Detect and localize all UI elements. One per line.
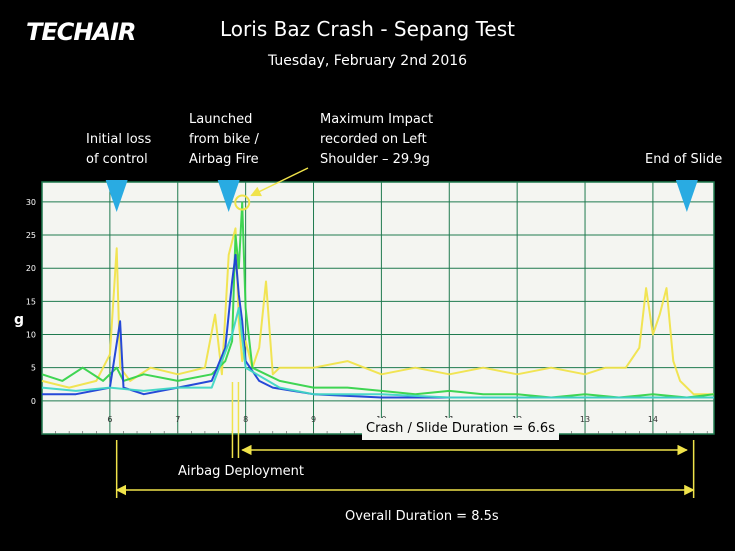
annotation-initial-loss: Initial loss of control <box>86 130 151 170</box>
x-tick-label: 8 <box>243 415 248 424</box>
chart-subtitle: Tuesday, February 2nd 2016 <box>267 53 468 69</box>
annotation-line: Launched <box>189 112 253 127</box>
y-tick-label: 10 <box>26 331 36 340</box>
annotation-line: of control <box>86 152 148 167</box>
event-marker <box>675 180 698 212</box>
x-tick-label: 6 <box>107 415 112 424</box>
y-tick-label: 20 <box>26 264 36 273</box>
y-tick-label: 5 <box>31 364 36 373</box>
y-tick-label: 15 <box>26 297 36 306</box>
series-line-yellow <box>41 227 714 396</box>
annotation-max-impact: Maximum Impact recorded on Left Shoulder… <box>320 110 433 170</box>
max-impact-circle <box>234 194 251 211</box>
y-tick-label: 0 <box>31 397 36 406</box>
series-line-cyan <box>41 307 714 399</box>
annotation-end-of-slide: End of Slide <box>645 152 723 167</box>
x-tick-label: 9 <box>311 415 316 424</box>
airbag-deployment-label: Airbag Deployment <box>178 464 304 479</box>
annotation-line: Airbag Fire <box>189 152 259 167</box>
chart-title: Loris Baz Crash - Sepang Test <box>220 17 515 41</box>
event-marker <box>105 180 128 212</box>
tech-air-logo: TECHAIR <box>26 18 136 46</box>
overall-duration-label: Overall Duration = 8.5s <box>345 509 499 524</box>
y-tick-label: 30 <box>26 198 36 207</box>
crash-slide-duration-label: Crash / Slide Duration = 6.6s <box>362 418 559 440</box>
max-impact-arrow <box>250 167 309 197</box>
y-tick-label: 25 <box>26 231 36 240</box>
annotation-line: from bike / <box>189 132 259 147</box>
annotation-line: Initial loss <box>86 132 152 147</box>
annotation-launched: Launched from bike / Airbag Fire <box>189 110 259 170</box>
annotation-line: recorded on Left <box>320 132 427 147</box>
annotation-line: Maximum Impact <box>320 112 434 127</box>
event-marker <box>217 180 240 212</box>
y-axis-label: g <box>14 312 25 328</box>
annotation-line: Shoulder – 29.9g <box>320 152 430 167</box>
x-tick-label: 7 <box>175 415 180 424</box>
x-tick-label: 14 <box>648 415 658 424</box>
x-tick-label: 13 <box>580 415 590 424</box>
